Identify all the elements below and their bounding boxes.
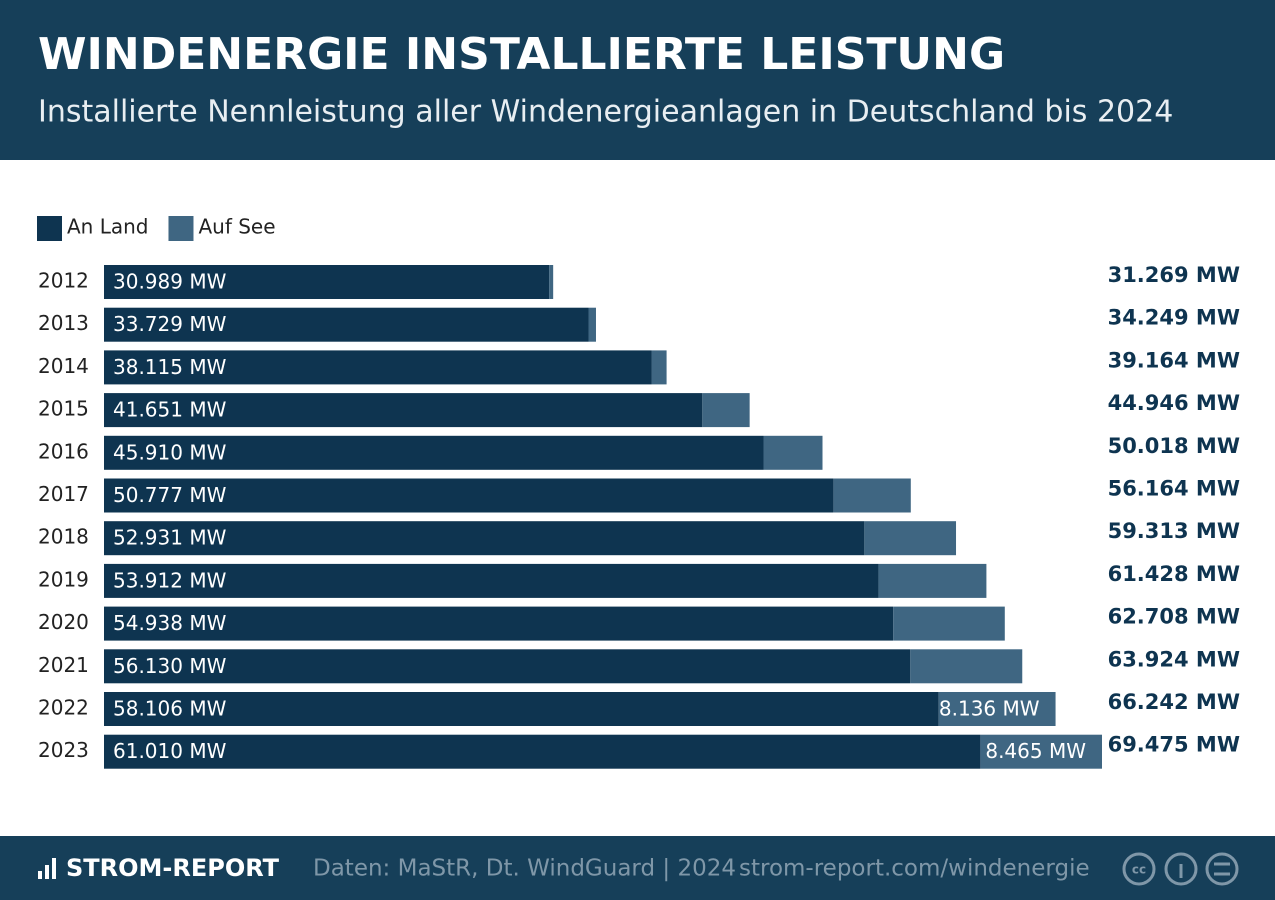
value-label: 41.651 MW	[113, 398, 227, 422]
total-label: 31.269 MW	[1108, 263, 1240, 287]
brand-icon	[38, 858, 56, 879]
bar-segment	[104, 521, 865, 556]
license-icons	[1122, 852, 1239, 886]
bar-segment	[651, 350, 667, 385]
bar-segment	[763, 435, 823, 470]
cc-icon-text: cc	[1132, 863, 1146, 877]
bar-segment	[104, 265, 550, 299]
bar-segment	[104, 563, 879, 598]
bar-segment	[833, 478, 911, 513]
bar-segment	[104, 649, 911, 684]
value-label: 30.989 MW	[113, 270, 227, 294]
y-tick-label: 2018	[38, 525, 89, 549]
y-tick-label: 2019	[38, 567, 89, 591]
total-label: 44.946 MW	[1108, 391, 1240, 415]
bar-segment	[104, 606, 894, 641]
y-tick-label: 2022	[38, 696, 89, 720]
value-label: 53.912 MW	[113, 568, 227, 592]
value-label: 54.938 MW	[113, 611, 227, 635]
total-label: 66.242 MW	[1108, 690, 1240, 714]
value-label: 45.910 MW	[113, 440, 227, 464]
value-label: 52.931 MW	[113, 526, 227, 550]
bar-segment	[878, 563, 987, 598]
value-label: 38.115 MW	[113, 355, 227, 379]
bar-segment	[104, 734, 981, 769]
bar-segment	[980, 734, 1102, 769]
y-tick-label: 2020	[38, 610, 89, 634]
source: Daten: MaStR, Dt. WindGuard | 2024	[313, 856, 736, 882]
legend-label: An Land	[67, 215, 148, 239]
y-tick-label: 2015	[38, 397, 89, 421]
y-tick-label: 2012	[38, 269, 89, 293]
legend-swatch	[37, 216, 62, 241]
bar-segment	[588, 307, 596, 342]
bar-segment	[910, 649, 1023, 684]
bar-segment	[104, 307, 589, 342]
value-label: 56.130 MW	[113, 654, 227, 678]
value-label: 61.010 MW	[113, 739, 227, 763]
total-label: 34.249 MW	[1108, 306, 1240, 330]
legend-swatch	[168, 216, 194, 241]
footer-band	[0, 836, 1275, 900]
url: strom-report.com/windenergie	[739, 856, 1090, 882]
total-label: 50.018 MW	[1108, 434, 1240, 458]
value-label: 8.136 MW	[939, 697, 1040, 721]
value-label: 58.106 MW	[113, 697, 227, 721]
value-label: 33.729 MW	[113, 312, 227, 336]
bar-segment	[864, 521, 957, 556]
bar-segment	[104, 692, 939, 726]
total-label: 63.924 MW	[1108, 647, 1240, 671]
brand: STROM-REPORT	[66, 854, 280, 882]
y-tick-label: 2016	[38, 439, 89, 463]
y-tick-label: 2017	[38, 482, 89, 506]
value-label: 8.465 MW	[985, 739, 1086, 763]
value-label: 50.777 MW	[113, 483, 227, 507]
bar-segment	[893, 606, 1005, 641]
bar-segment	[104, 435, 764, 470]
bar-segment	[938, 692, 1056, 726]
legend-label: Auf See	[198, 215, 275, 239]
bar-segment	[104, 350, 652, 385]
total-label: 59.313 MW	[1108, 519, 1240, 543]
total-label: 39.164 MW	[1108, 348, 1240, 372]
total-label: 69.475 MW	[1108, 733, 1240, 757]
chart-subtitle: Installierte Nennleistung aller Windener…	[38, 95, 1173, 130]
total-label: 61.428 MW	[1108, 562, 1240, 586]
header-band	[0, 0, 1275, 160]
chart-title: WINDENERGIE INSTALLIERTE LEISTUNG	[38, 29, 1005, 80]
total-label: 62.708 MW	[1108, 605, 1240, 629]
bar-segment	[104, 393, 703, 428]
y-tick-label: 2021	[38, 653, 89, 677]
bar-segment	[702, 393, 750, 428]
bar-segment	[549, 265, 554, 299]
total-label: 56.164 MW	[1108, 477, 1240, 501]
y-tick-label: 2013	[38, 311, 89, 335]
y-tick-label: 2023	[38, 738, 89, 762]
bar-segment	[104, 478, 834, 513]
y-tick-label: 2014	[38, 354, 89, 378]
